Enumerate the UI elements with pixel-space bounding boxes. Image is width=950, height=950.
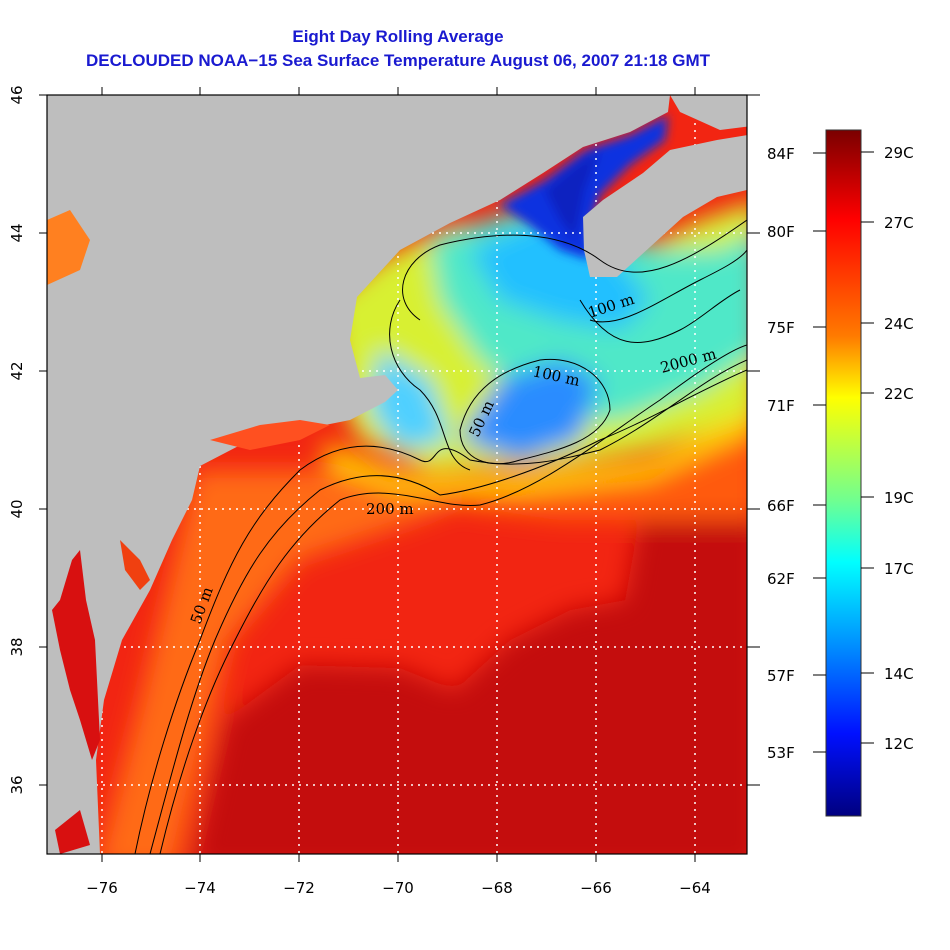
colorbar-f-label: 84F [767, 145, 795, 163]
x-tick-label: −76 [86, 879, 118, 897]
colorbar-c-label: 12C [884, 735, 914, 753]
colorbar-c-label: 17C [884, 560, 914, 578]
colorbar-f-label: 75F [767, 319, 795, 337]
colorbar-f-label: 66F [767, 497, 795, 515]
x-tick-label: −70 [382, 879, 414, 897]
fahrenheit-labels: 84F 80F 75F 71F 66F 62F 57F 53F [767, 145, 795, 762]
contour-label-200m: 200 m [366, 500, 414, 518]
maine-interior-top [670, 95, 747, 130]
colorbar-ticks [813, 151, 874, 753]
title-line-1: Eight Day Rolling Average [292, 27, 503, 46]
land-mask [47, 95, 747, 854]
chesapeake-bay [52, 550, 100, 854]
st-lawrence-warm-water [47, 210, 90, 285]
depth-contours [134, 219, 747, 854]
colorbar-c-label: 24C [884, 315, 914, 333]
colorbar-c-label: 22C [884, 385, 914, 403]
celsius-labels: 29C 27C 24C 22C 19C 17C 14C 12C [884, 144, 914, 753]
colorbar-c-label: 29C [884, 144, 914, 162]
map-plot-area: 100 m 2000 m 100 m 50 m 200 m 50 m [47, 95, 747, 854]
x-tick-label: −74 [184, 879, 216, 897]
x-tick-label: −64 [679, 879, 711, 897]
y-tick-label: 36 [8, 775, 26, 794]
long-island-sound [210, 420, 330, 450]
colorbar-f-label: 53F [767, 744, 795, 762]
y-axis-labels: 46 44 42 40 38 36 [8, 85, 26, 794]
x-tick-label: −66 [580, 879, 612, 897]
y-tick-label: 44 [8, 223, 26, 242]
colorbar-c-label: 27C [884, 214, 914, 232]
y-tick-label: 38 [8, 637, 26, 656]
colorbar-c-label: 19C [884, 489, 914, 507]
nova-scotia [583, 135, 747, 277]
temperature-colorbar: 84F 80F 75F 71F 66F 62F 57F 53F 29C 27C … [767, 129, 914, 817]
colorbar-f-label: 80F [767, 223, 795, 241]
x-tick-label: −72 [283, 879, 315, 897]
x-tick-label: −68 [481, 879, 513, 897]
y-tick-label: 40 [8, 499, 26, 518]
sst-field [99, 204, 747, 854]
bay-of-fundy-cold-water [500, 115, 668, 260]
axis-tick-marks [39, 87, 760, 862]
colorbar-f-label: 71F [767, 397, 795, 415]
colorbar-f-label: 62F [767, 570, 795, 588]
colorbar-f-label: 57F [767, 667, 795, 685]
colorbar-gradient [825, 129, 862, 817]
delaware-bay [120, 540, 150, 590]
colorbar-c-label: 14C [884, 665, 914, 683]
y-tick-label: 42 [8, 361, 26, 380]
y-tick-label: 46 [8, 85, 26, 104]
x-axis-labels: −76 −74 −72 −70 −68 −66 −64 [86, 879, 711, 897]
title-line-2: DECLOUDED NOAA−15 Sea Surface Temperatur… [86, 51, 711, 70]
us-mainland [47, 95, 670, 854]
map-frame [46, 94, 748, 855]
